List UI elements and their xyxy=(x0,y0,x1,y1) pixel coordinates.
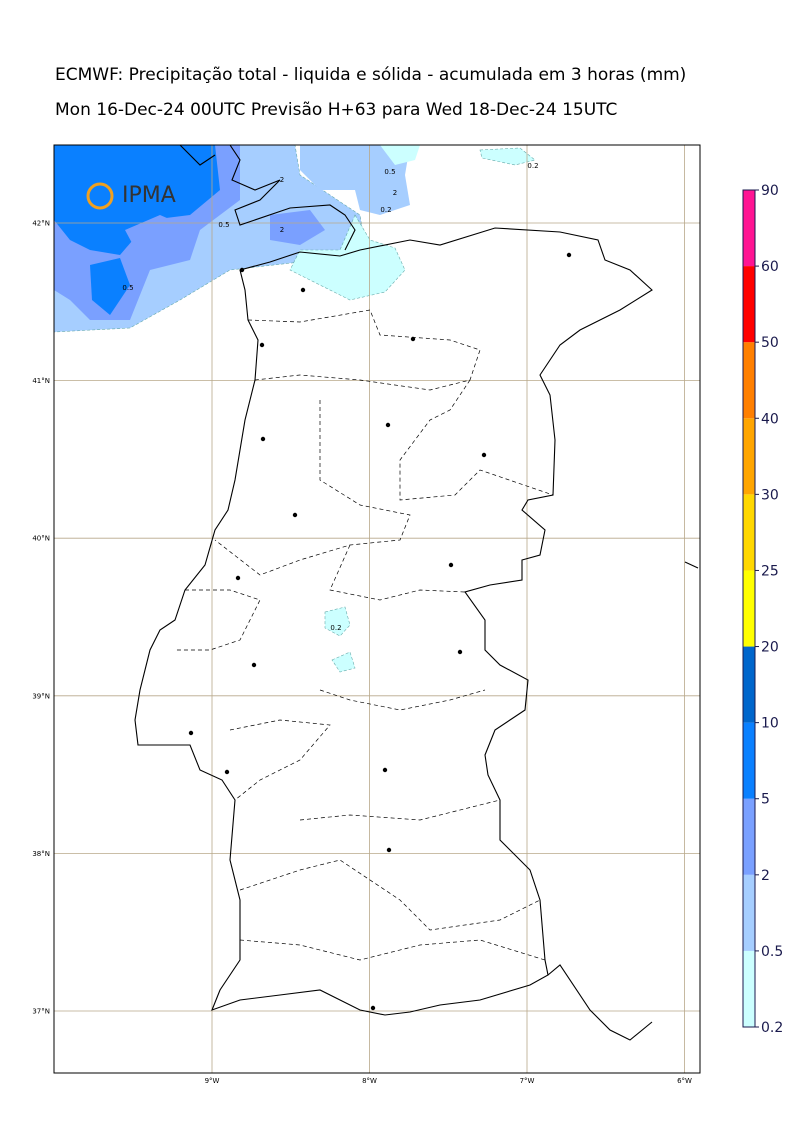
cities xyxy=(188,252,572,1011)
contour-label: 0.2 xyxy=(380,206,391,214)
colorbar-segment xyxy=(743,342,755,419)
lon-label: 8°W xyxy=(362,1077,377,1085)
lon-label: 7°W xyxy=(520,1077,535,1085)
precipitation-field xyxy=(54,145,536,673)
colorbar-label: 0.2 xyxy=(761,1020,783,1036)
lat-label: 38°N xyxy=(32,850,50,858)
colorbar-segment xyxy=(743,190,755,267)
contour-label: 0.2 xyxy=(527,162,538,170)
logo-text: IPMA xyxy=(122,183,176,208)
colorbar-label: 25 xyxy=(761,563,779,579)
contour-label: 0.2 xyxy=(330,624,341,632)
colorbar-segment xyxy=(743,798,755,875)
colorbar-frame xyxy=(742,189,756,1028)
lat-label: 41°N xyxy=(32,377,50,385)
lat-label: 39°N xyxy=(32,692,50,700)
lat-label: 42°N xyxy=(32,220,50,228)
colorbar-label: 30 xyxy=(761,487,779,503)
contour-label: 2 xyxy=(280,176,284,184)
colorbar-label: 20 xyxy=(761,640,779,656)
colorbar-label: 2 xyxy=(761,868,770,884)
subtitle: Mon 16-Dec-24 00UTC Previsão H+63 para W… xyxy=(55,100,617,120)
colorbar-label: 40 xyxy=(761,411,779,427)
lon-label: 9°W xyxy=(205,1077,220,1085)
contour-label: 0.5 xyxy=(384,168,395,176)
graticule: 42°N 41°N 40°N 39°N 38°N 37°N 9°W 8°W 7°W 6°W xyxy=(32,145,700,1085)
colorbar-label: 50 xyxy=(761,335,779,351)
contour-label: 0.5 xyxy=(122,284,133,292)
colorbar-segment xyxy=(743,646,755,723)
contour-label: 2 xyxy=(280,226,284,234)
coastline xyxy=(134,145,699,1041)
colorbar-segment xyxy=(743,570,755,647)
colorbar-label: 10 xyxy=(761,716,779,732)
colorbar-label: 5 xyxy=(761,792,770,808)
colorbar-segment xyxy=(743,266,755,343)
title: ECMWF: Precipitação total - liquida e só… xyxy=(55,65,686,85)
district-borders xyxy=(175,309,554,961)
contour-label: 2 xyxy=(393,189,397,197)
map-frame xyxy=(53,144,701,1074)
colorbar-segment xyxy=(743,722,755,799)
colorbar-segment xyxy=(743,418,755,495)
colorbar-segment xyxy=(743,950,755,1027)
colorbar-segment xyxy=(743,494,755,571)
lon-label: 6°W xyxy=(677,1077,692,1085)
lat-label: 40°N xyxy=(32,535,50,543)
logo: IPMA xyxy=(86,182,176,210)
contour-label: 0.5 xyxy=(218,221,229,229)
lat-label: 37°N xyxy=(32,1008,50,1016)
colorbar-segment xyxy=(743,874,755,951)
colorbar-label: 90 xyxy=(761,183,779,199)
contour-labels: 0.2 0.5 2 0.2 0.5 2 2 0.5 0.2 xyxy=(122,162,538,632)
colorbar-label: 0.5 xyxy=(761,944,783,960)
colorbar-label: 60 xyxy=(761,259,779,275)
